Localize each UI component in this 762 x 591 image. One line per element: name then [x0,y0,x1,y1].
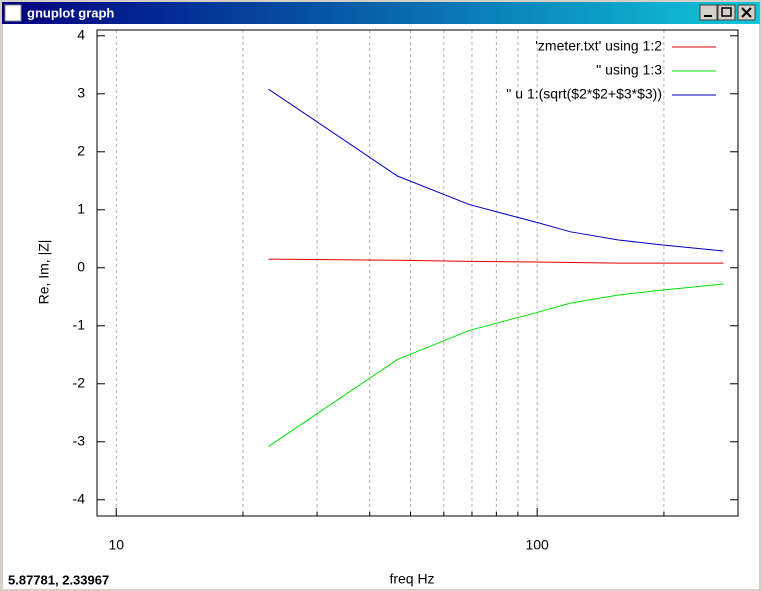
legend-label: '' u 1:(sqrt($2*$2+$3*$3)) [506,86,662,102]
y-axis-label: Re, Im, |Z| [36,240,52,305]
x-tick-label: 100 [525,537,549,553]
x-tick-label: 10 [108,537,124,553]
window-title: gnuplot graph [27,5,114,20]
plot-border [96,29,739,517]
status-text: 5.87781, 2.33967 [8,572,109,587]
minimize-button[interactable] [699,4,718,21]
y-tick-label: 4 [77,27,85,43]
legend-label: 'zmeter.txt' using 1:2 [535,38,662,54]
series-line [268,258,724,264]
series-line [268,88,724,252]
close-button[interactable] [737,4,756,21]
y-tick-label: -1 [73,316,86,332]
y-tick-label: -2 [73,374,86,390]
y-tick-label: 2 [77,142,85,158]
x-axis-label: freq Hz [389,571,434,587]
app-icon [4,4,22,22]
y-tick-label: 1 [77,200,85,216]
y-tick-label: 3 [77,84,85,100]
y-tick-label: -3 [73,432,86,448]
title-bar [2,2,760,24]
plot: 10 100 -4 -3 -2 -1 0 1 2 3 4 'zmeter.txt' using 1:2… [73,27,739,553]
series-line [268,283,724,447]
y-tick-label: -4 [73,490,86,506]
maximize-button[interactable] [717,4,736,21]
legend-label: '' using 1:3 [596,62,662,78]
y-tick-label: 0 [77,258,85,274]
graph-canvas [3,24,759,589]
